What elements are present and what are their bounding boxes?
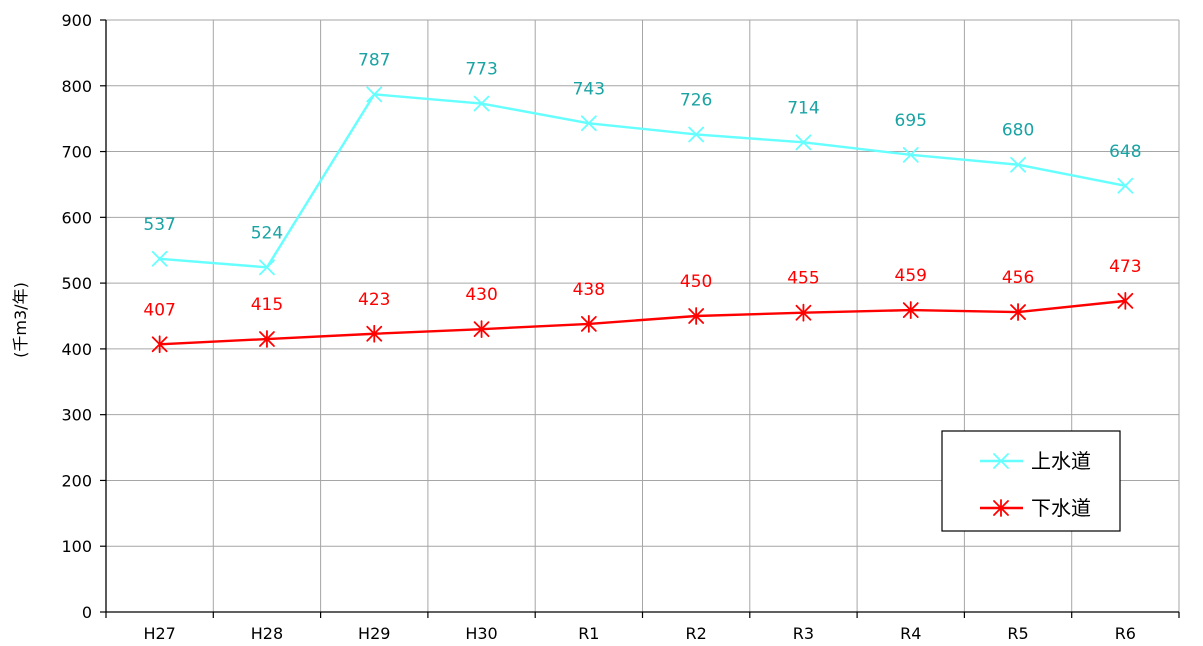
data-point [580,115,597,132]
data-label: 430 [465,285,497,305]
data-point [473,320,490,339]
legend-label: 上水道 [1031,449,1091,473]
data-label: 680 [1002,121,1034,141]
data-label: 459 [895,266,927,286]
data-label: 450 [680,272,712,292]
data-label: 537 [143,215,175,235]
data-label: 714 [787,98,819,118]
legend-box [941,430,1121,532]
data-point [366,324,383,343]
x-tick-label: H27 [143,624,175,643]
data-label: 456 [1002,268,1034,288]
x-tick-label: R1 [578,624,599,643]
x-tick-label: R3 [793,624,814,643]
y-tick-label: 400 [61,340,92,359]
data-point [580,314,597,333]
data-point [902,146,919,163]
series-line [159,93,1126,269]
data-label: 648 [1109,142,1141,162]
data-label: 455 [787,269,819,289]
series-line [159,299,1126,346]
legend-entry: 上水道 [980,449,1091,473]
y-tick-label: 200 [61,471,92,490]
data-label: 473 [1109,257,1141,277]
data-point [1010,156,1026,173]
y-tick-label: 300 [61,406,92,425]
data-point [688,307,705,325]
data-point [1117,291,1134,310]
legend-marker [993,453,1009,469]
data-label: 415 [251,295,283,315]
data-point [473,95,490,112]
y-axis-label: (千m3/年) [11,282,30,358]
y-tick-label: 700 [61,143,92,162]
series-2: 407 415 423 430 438 450 455 459 456 473 [143,257,1142,354]
legend-label: 下水道 [1031,496,1091,520]
x-tick-label: R6 [1115,624,1136,643]
data-label: 524 [251,223,283,243]
data-point [688,126,705,143]
x-tick-label: H30 [465,624,497,643]
data-label: 726 [680,90,712,110]
y-tick-label: 800 [61,77,92,96]
y-tick-label: 100 [61,537,92,556]
legend-entry: 下水道 [980,496,1091,520]
data-label: 773 [465,60,497,80]
data-point [1117,177,1134,194]
data-point [795,303,812,322]
series-1: 537 524 787 773 743 726 714 695 680 648 [143,50,1142,276]
data-label: 438 [573,280,605,300]
data-point [151,250,168,267]
data-label: 743 [573,79,605,99]
x-tick-label: R4 [900,624,921,643]
x-tick-label: H28 [251,624,283,643]
x-tick-label: H29 [358,624,390,643]
y-tick-label: 500 [61,274,92,293]
data-point [366,86,383,103]
data-point [795,134,812,151]
data-label: 695 [895,111,927,131]
legend-marker [993,499,1009,517]
x-tick-label: R5 [1007,624,1028,643]
y-tick-label: 0 [82,603,92,622]
grid [100,19,1180,618]
x-axis-ticks: H27 H28 H29 H30 R1 R2 R3 R4 R5 R6 [143,624,1136,643]
data-point [1010,303,1026,321]
data-point [259,330,275,348]
y-axis-ticks: 0 100 200 300 400 500 600 700 800 900 [61,11,92,622]
y-tick-label: 900 [61,11,92,30]
x-tick-label: R2 [686,624,707,643]
data-label: 787 [358,50,390,70]
data-label: 423 [358,290,390,310]
y-tick-label: 600 [61,208,92,227]
data-point [902,301,919,319]
data-label: 407 [143,300,175,320]
data-point [151,335,168,354]
data-point [259,259,275,276]
